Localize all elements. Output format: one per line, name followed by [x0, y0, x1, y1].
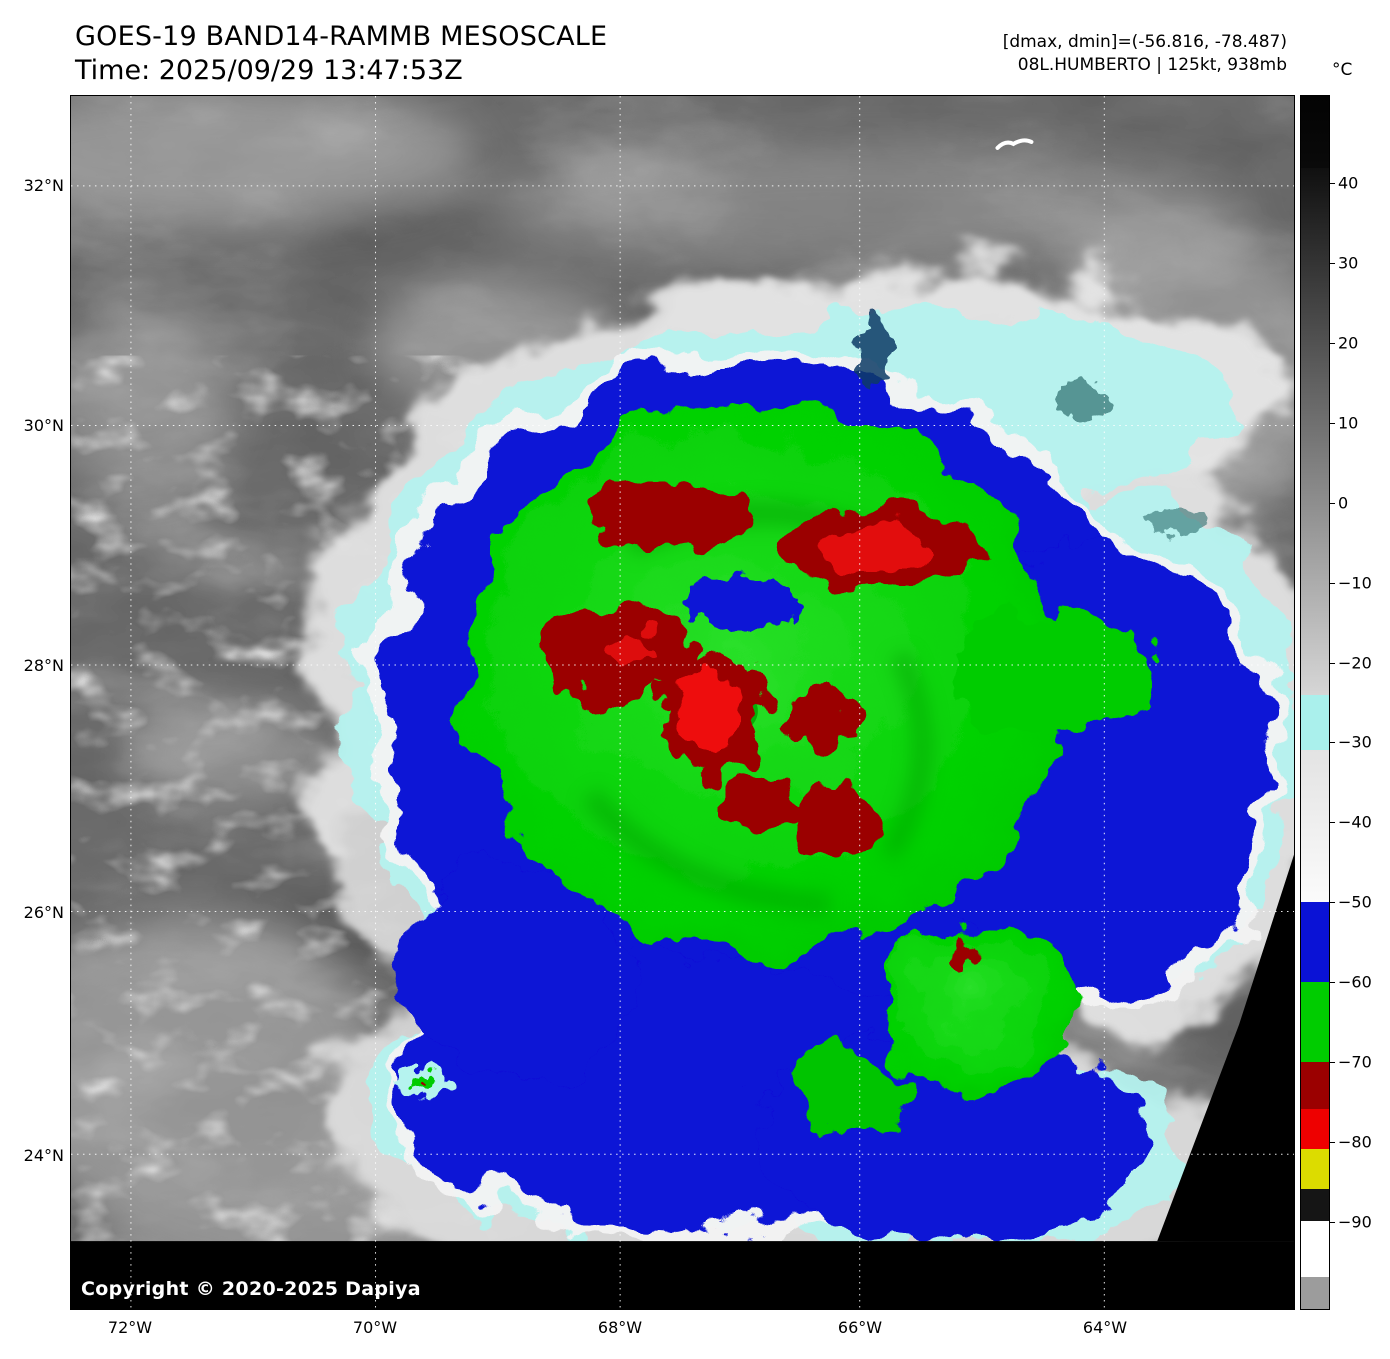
colorbar-tick-label: 40 [1338, 173, 1359, 193]
map-frame: Copyright © 2020-2025 Dapiya [70, 95, 1295, 1310]
colorbar-tick-mark [1330, 342, 1335, 344]
north-cold-specks [858, 312, 1205, 537]
colorbar-tick-label: 20 [1338, 333, 1359, 353]
sw-small-storm [396, 1066, 449, 1099]
colorbar-tick-label: −60 [1338, 972, 1372, 992]
lon-label: 66°W [837, 1318, 883, 1337]
colorbar-tick-mark [1330, 422, 1335, 424]
lon-label: 64°W [1082, 1318, 1128, 1337]
colorbar-tick-label: −80 [1338, 1132, 1372, 1152]
colorbar-segment [1301, 1221, 1329, 1278]
colorbar-unit-label: °C [1332, 60, 1353, 80]
colorbar-tick-label: −10 [1338, 573, 1372, 593]
colorbar-tick-mark [1330, 902, 1335, 904]
dmax-dmin-readout: [dmax, dmin]=(-56.816, -78.487) [1002, 32, 1287, 52]
colorbar-segment [1301, 1149, 1329, 1190]
colorbar-tick-mark [1330, 1142, 1335, 1144]
colorbar-segments [1301, 96, 1329, 1309]
lat-label: 32°N [23, 176, 64, 196]
colorbar-tick-mark [1330, 742, 1335, 744]
info-block: [dmax, dmin]=(-56.816, -78.487) 08L.HUMB… [1003, 31, 1287, 77]
colorbar-tick-label: 10 [1338, 413, 1359, 433]
colorbar-tick-label: −50 [1338, 892, 1372, 912]
no-data-regions [71, 854, 1294, 1309]
colorbar-tick-mark [1330, 182, 1335, 184]
colorbar-tick-mark [1330, 1062, 1335, 1064]
satellite-image [71, 96, 1294, 1309]
colorbar-tick-mark [1330, 262, 1335, 264]
colorbar-tick-label: −70 [1338, 1052, 1372, 1072]
product-timestamp: Time: 2025/09/29 13:47:53Z [75, 55, 463, 86]
blue-notch [683, 577, 800, 630]
colorbar-tick-label: 30 [1338, 253, 1359, 273]
colorbar-tick-mark [1330, 502, 1335, 504]
colorbar-tick-mark [1330, 1222, 1335, 1224]
colorbar-segment [1301, 167, 1329, 695]
colorbar-segment [1301, 902, 1329, 982]
colorbar-segment [1301, 750, 1329, 902]
lat-label: 24°N [23, 1145, 64, 1165]
colorbar-tick-label: 0 [1338, 493, 1349, 513]
lat-label: 28°N [23, 655, 64, 675]
colorbar-segment [1301, 981, 1329, 1062]
colorbar-tick-mark [1330, 582, 1335, 584]
bermuda-island [995, 138, 1034, 150]
colorbar-segment [1301, 1061, 1329, 1110]
lon-label: 68°W [597, 1318, 643, 1337]
colorbar-tick-mark [1330, 982, 1335, 984]
colorbar-tick-mark [1330, 662, 1335, 664]
colorbar [1300, 95, 1330, 1310]
colorbar-tick-label: −30 [1338, 732, 1372, 752]
colorbar-segment [1301, 96, 1329, 168]
colorbar-segment [1301, 694, 1329, 751]
lon-label: 70°W [352, 1318, 398, 1337]
copyright-text: Copyright © 2020-2025 Dapiya [81, 1278, 421, 1300]
lat-label: 26°N [23, 902, 64, 922]
colorbar-tick-mark [1330, 822, 1335, 824]
colorbar-tick-label: −40 [1338, 812, 1372, 832]
gridlines [71, 96, 1294, 1309]
lon-label: 72°W [107, 1318, 153, 1337]
colorbar-tick-label: −20 [1338, 653, 1372, 673]
colorbar-tick-label: −90 [1338, 1212, 1372, 1232]
lat-label: 30°N [23, 415, 64, 435]
colorbar-segment [1301, 1189, 1329, 1222]
colorbar-segment [1301, 1277, 1329, 1309]
product-title: GOES-19 BAND14-RAMMB MESOSCALE [75, 21, 608, 52]
colorbar-segment [1301, 1109, 1329, 1150]
storm-info-readout: 08L.HUMBERTO | 125kt, 938mb [1017, 54, 1287, 75]
